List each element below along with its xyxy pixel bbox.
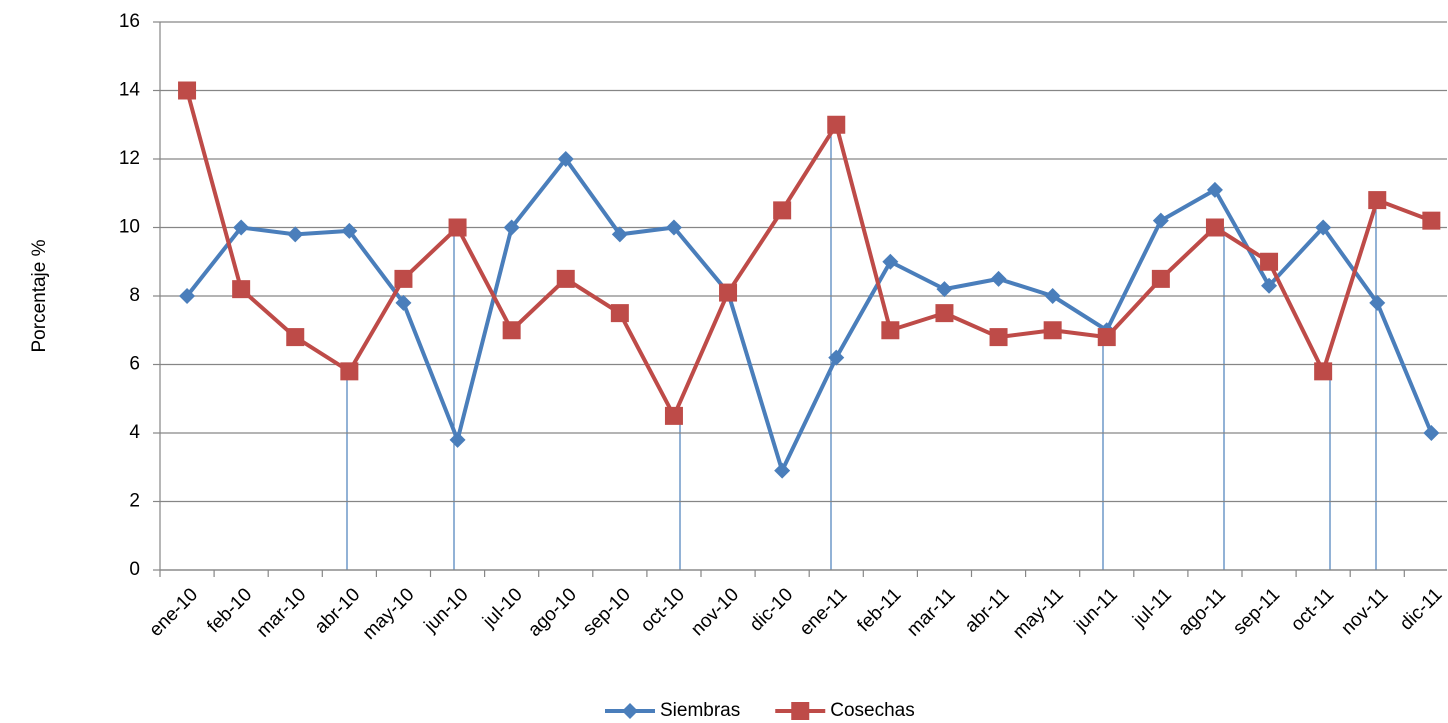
- x-tick-label: may-11: [1009, 584, 1068, 643]
- point: [989, 328, 1008, 347]
- point: [394, 269, 413, 288]
- y-tick-label: 16: [119, 11, 140, 32]
- point: [990, 270, 1007, 287]
- point: [665, 219, 682, 236]
- point: [179, 288, 196, 304]
- point: [1206, 181, 1223, 198]
- x-tick-label: nov-10: [687, 584, 743, 640]
- point: [610, 304, 629, 323]
- x-tick-label: jul-11: [1129, 584, 1176, 631]
- point: [1260, 252, 1279, 271]
- series: [179, 151, 1440, 479]
- x-tick-label: ago-11: [1174, 584, 1230, 640]
- point: [395, 294, 412, 311]
- x-tick-label: may-10: [359, 584, 419, 644]
- point: [502, 321, 521, 340]
- point: [232, 280, 251, 299]
- point: [828, 349, 845, 366]
- x-tick-label: abr-10: [311, 584, 365, 638]
- x-tick-label: jul-10: [478, 584, 526, 632]
- point: [1151, 269, 1170, 288]
- drop-lines: [346, 124, 1377, 570]
- point: [448, 218, 467, 237]
- point: [340, 362, 359, 381]
- point: [936, 281, 953, 298]
- point: [1261, 277, 1278, 294]
- point: [773, 201, 792, 220]
- x-tick-label: feb-11: [853, 584, 905, 636]
- point: [178, 81, 197, 100]
- point: [1314, 362, 1333, 381]
- x-tick-label: oct-11: [1287, 584, 1338, 635]
- point: [1205, 218, 1224, 237]
- x-tick-label: abr-11: [961, 584, 1014, 637]
- x-tick-label: jun-10: [420, 584, 473, 637]
- point: [774, 462, 791, 479]
- y-tick-label: 8: [129, 285, 140, 306]
- point: [503, 219, 520, 236]
- x-tick-label: ene-10: [145, 584, 202, 641]
- point: [611, 226, 628, 243]
- point: [1097, 328, 1116, 347]
- x-tick-label: dic-10: [746, 584, 797, 635]
- y-tick-label: 0: [129, 559, 140, 580]
- point: [827, 115, 846, 134]
- x-tick-label: mar-10: [253, 584, 310, 641]
- y-tick-label: 14: [119, 80, 141, 101]
- series-line: [185, 89, 1433, 418]
- point: [1369, 294, 1386, 311]
- point: [449, 431, 466, 448]
- point: [1315, 219, 1332, 236]
- point: [882, 253, 899, 270]
- legend-marker: [622, 703, 638, 719]
- point: [287, 226, 304, 243]
- y-axis-label: Porcentaje %: [29, 239, 50, 352]
- x-tick-label: ene-11: [796, 584, 852, 640]
- x-tick-label: sep-10: [579, 584, 635, 640]
- x-tick-label: feb-10: [203, 584, 256, 637]
- legend-label: Siembras: [660, 700, 740, 721]
- legend-marker: [791, 702, 810, 720]
- x-tick-label: mar-11: [903, 584, 959, 640]
- x-tick-label: oct-10: [637, 584, 689, 636]
- x-tick-label: sep-11: [1229, 584, 1284, 639]
- x-tick-label: dic-11: [1396, 584, 1446, 634]
- point: [341, 222, 358, 239]
- point: [1422, 211, 1441, 230]
- x-tick-label: jun-11: [1070, 584, 1122, 636]
- point: [233, 219, 250, 236]
- point: [1152, 212, 1169, 229]
- x-tick-label: nov-11: [1337, 584, 1392, 639]
- point: [557, 151, 574, 167]
- y-tick-label: 6: [129, 354, 140, 375]
- point: [664, 406, 683, 425]
- y-tick-label: 12: [119, 148, 140, 169]
- y-tick-label: 10: [119, 217, 140, 238]
- y-tick-label: 4: [129, 422, 140, 443]
- x-tick-label: ago-10: [524, 584, 581, 641]
- series: [178, 81, 1441, 425]
- point: [881, 321, 900, 340]
- legend-label: Cosechas: [830, 700, 915, 721]
- point: [1368, 191, 1387, 210]
- point: [719, 283, 738, 302]
- point: [1043, 321, 1062, 340]
- point: [935, 304, 954, 323]
- point: [1423, 425, 1440, 441]
- y-tick-label: 2: [129, 491, 140, 512]
- series-line: [185, 157, 1434, 473]
- point: [286, 328, 305, 347]
- point: [556, 269, 575, 288]
- point: [1044, 288, 1061, 304]
